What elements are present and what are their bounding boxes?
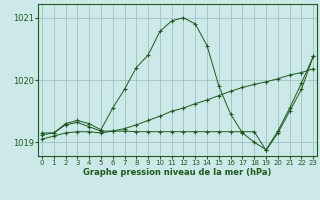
X-axis label: Graphe pression niveau de la mer (hPa): Graphe pression niveau de la mer (hPa) [84,168,272,177]
